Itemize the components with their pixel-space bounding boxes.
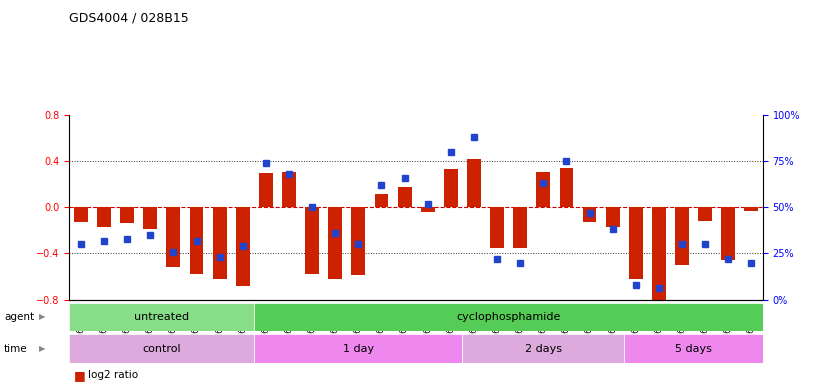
Bar: [490, 207, 504, 248]
Bar: [69, 303, 255, 331]
Bar: [744, 207, 758, 211]
Text: control: control: [143, 344, 181, 354]
Bar: [467, 159, 481, 207]
Text: untreated: untreated: [135, 312, 189, 322]
Bar: [166, 207, 180, 267]
Bar: [698, 207, 712, 221]
Bar: [513, 207, 527, 248]
Text: cyclophosphamide: cyclophosphamide: [456, 312, 561, 322]
Text: 5 days: 5 days: [675, 344, 712, 354]
Bar: [652, 207, 666, 305]
Text: 1 day: 1 day: [343, 344, 374, 354]
Bar: [444, 169, 458, 207]
Bar: [352, 207, 366, 275]
Bar: [463, 334, 624, 363]
Bar: [255, 334, 463, 363]
Bar: [375, 194, 388, 207]
Bar: [536, 172, 550, 207]
Bar: [675, 207, 689, 265]
Bar: [421, 207, 435, 212]
Bar: [259, 173, 273, 207]
Bar: [255, 303, 763, 331]
Bar: [560, 168, 574, 207]
Bar: [605, 207, 619, 227]
Bar: [397, 187, 411, 207]
Bar: [74, 207, 88, 222]
Bar: [189, 207, 203, 274]
Text: agent: agent: [4, 312, 34, 322]
Text: log2 ratio: log2 ratio: [88, 370, 138, 380]
Text: ▶: ▶: [39, 344, 46, 353]
Text: ■: ■: [73, 369, 85, 382]
Bar: [624, 334, 763, 363]
Bar: [97, 207, 111, 227]
Bar: [721, 207, 735, 260]
Bar: [144, 207, 157, 229]
Bar: [328, 207, 342, 279]
Bar: [120, 207, 134, 223]
Bar: [282, 172, 296, 207]
Bar: [629, 207, 643, 279]
Bar: [213, 207, 227, 279]
Text: ▶: ▶: [39, 313, 46, 321]
Text: 2 days: 2 days: [525, 344, 562, 354]
Bar: [305, 207, 319, 274]
Bar: [69, 334, 255, 363]
Bar: [583, 207, 596, 222]
Text: GDS4004 / 028B15: GDS4004 / 028B15: [69, 12, 189, 25]
Text: time: time: [4, 344, 28, 354]
Bar: [236, 207, 250, 286]
